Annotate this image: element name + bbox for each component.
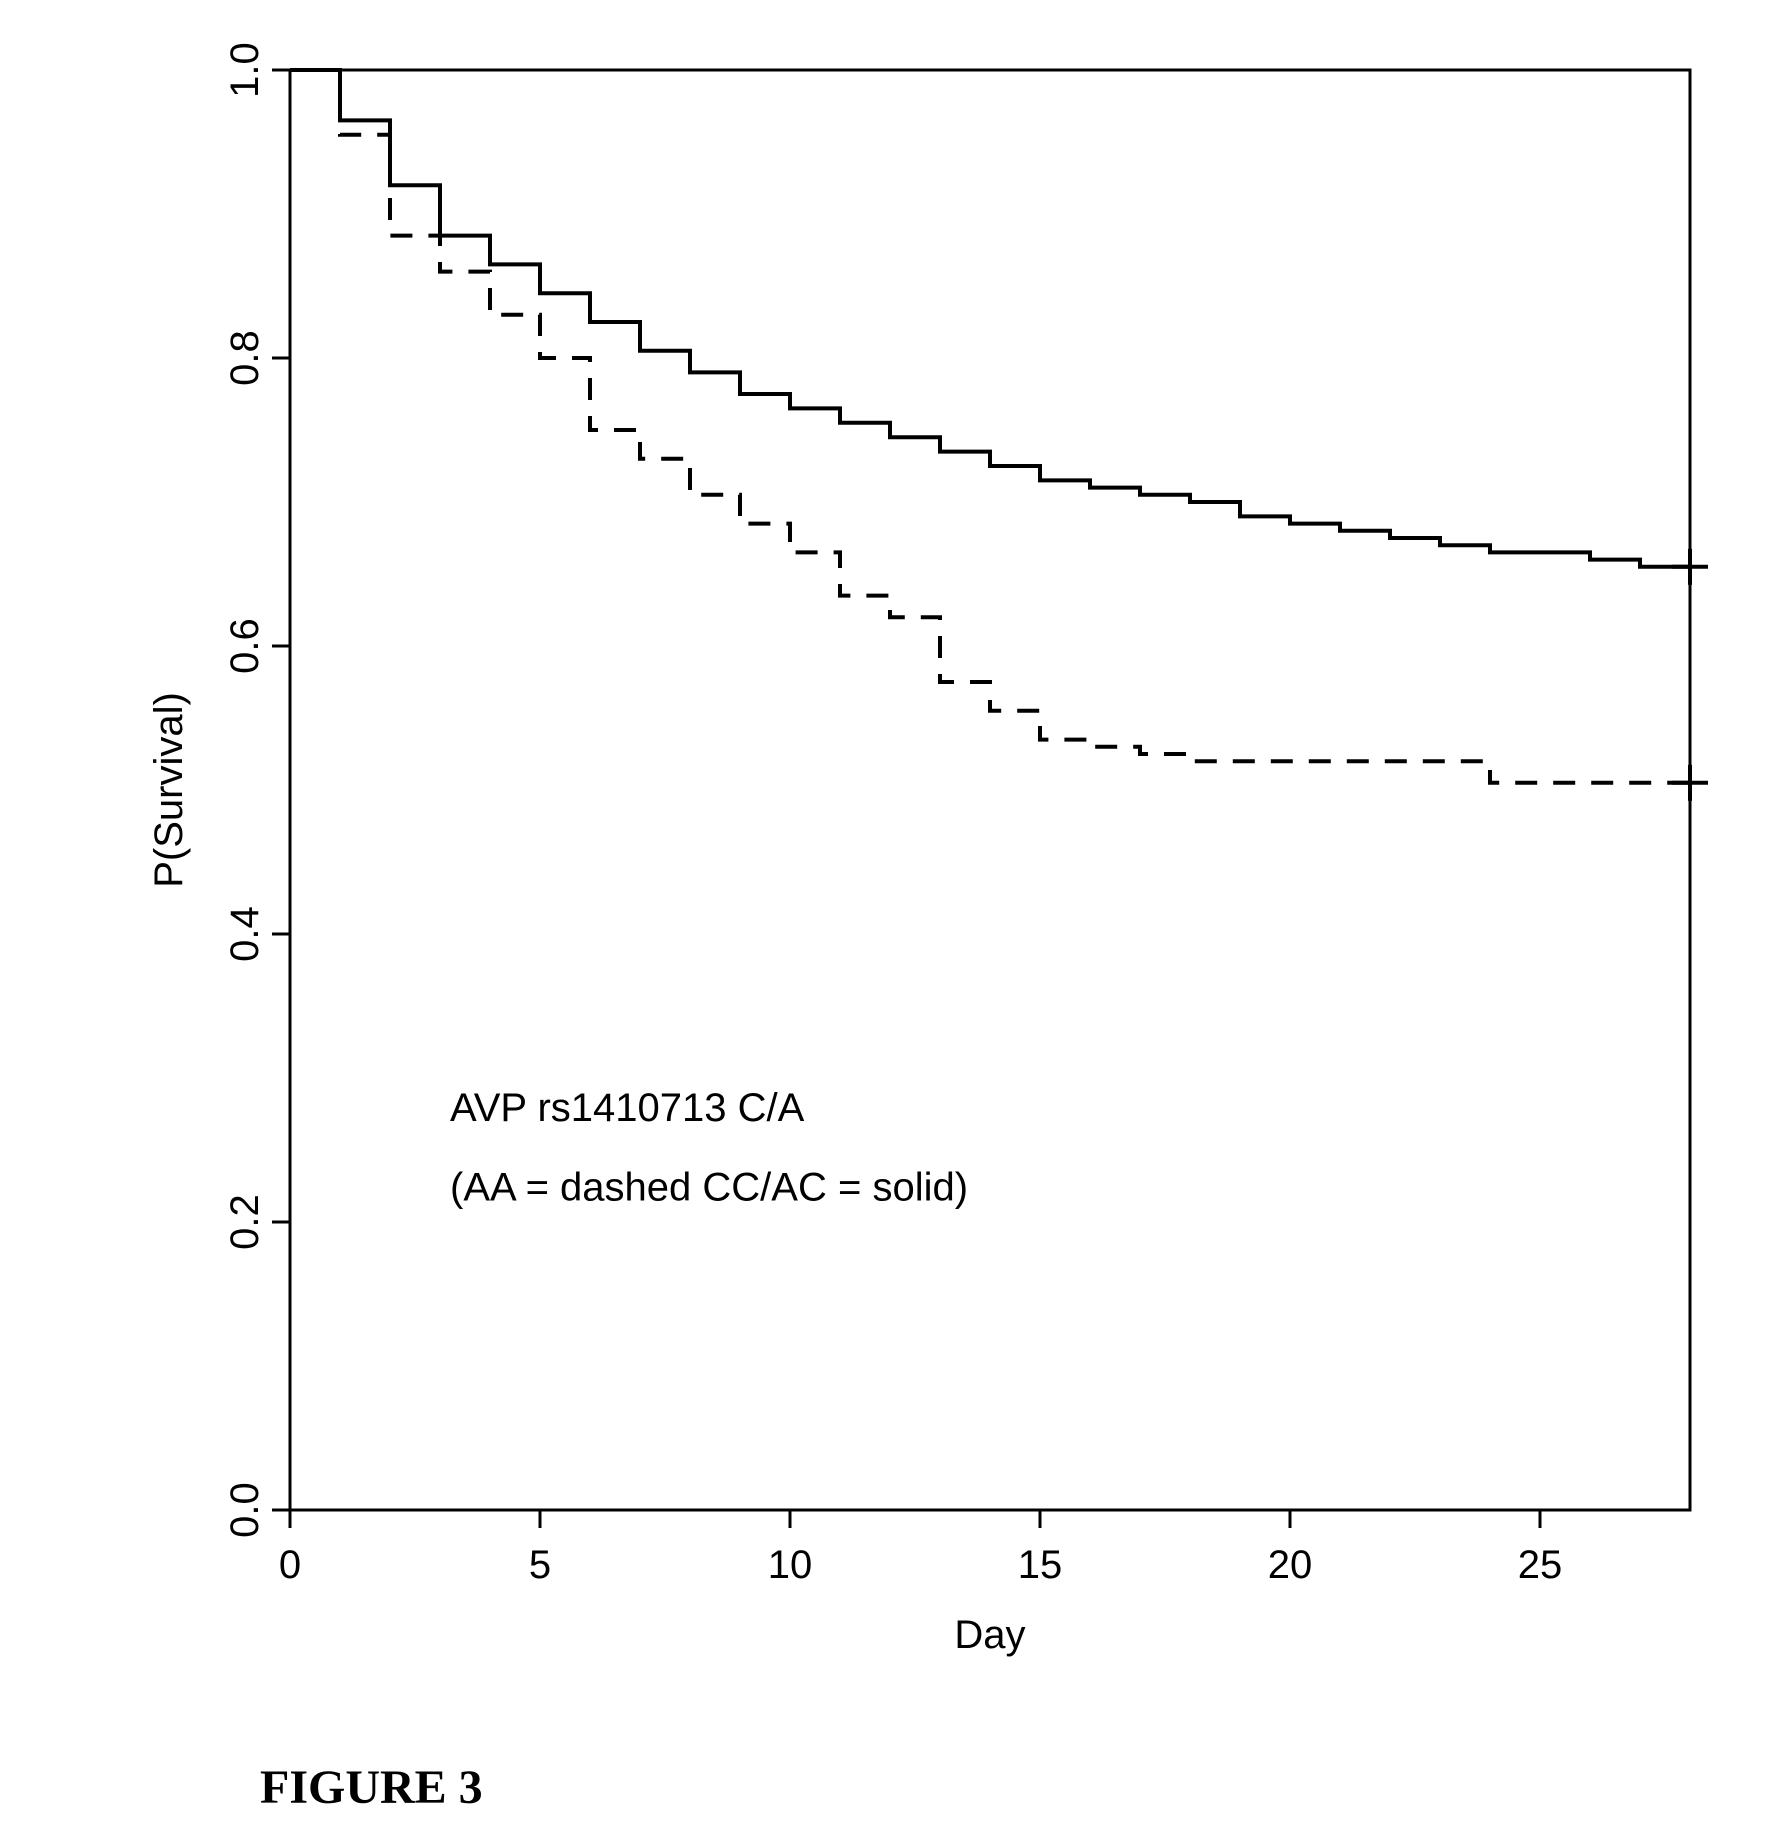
svg-text:P(Survival): P(Survival): [147, 692, 191, 888]
svg-text:0.8: 0.8: [223, 330, 267, 386]
svg-text:25: 25: [1518, 1543, 1563, 1587]
svg-text:15: 15: [1018, 1543, 1063, 1587]
svg-text:1.0: 1.0: [223, 42, 267, 98]
svg-text:20: 20: [1268, 1543, 1313, 1587]
svg-text:0: 0: [279, 1543, 301, 1587]
svg-text:0.2: 0.2: [223, 1194, 267, 1250]
svg-text:10: 10: [768, 1543, 813, 1587]
svg-text:5: 5: [529, 1543, 551, 1587]
figure-caption: FIGURE 3: [260, 1760, 483, 1815]
svg-text:Day: Day: [954, 1613, 1025, 1657]
page: 0 5 10 15 20 25 0.0 0.2 0.4 0.6 0.8 1.0 Day P(Surviva…: [0, 0, 1787, 1830]
svg-text:0.6: 0.6: [223, 618, 267, 674]
legend-text: AVP rs1410713 C/A: [450, 1086, 805, 1130]
svg-text:0.0: 0.0: [223, 1482, 267, 1538]
legend-text: (AA = dashed CC/AC = solid): [450, 1165, 968, 1209]
survival-chart: 0 5 10 15 20 25 0.0 0.2 0.4 0.6 0.8 1.0 Day P(Surviva…: [0, 0, 1787, 1830]
svg-text:0.4: 0.4: [223, 906, 267, 962]
